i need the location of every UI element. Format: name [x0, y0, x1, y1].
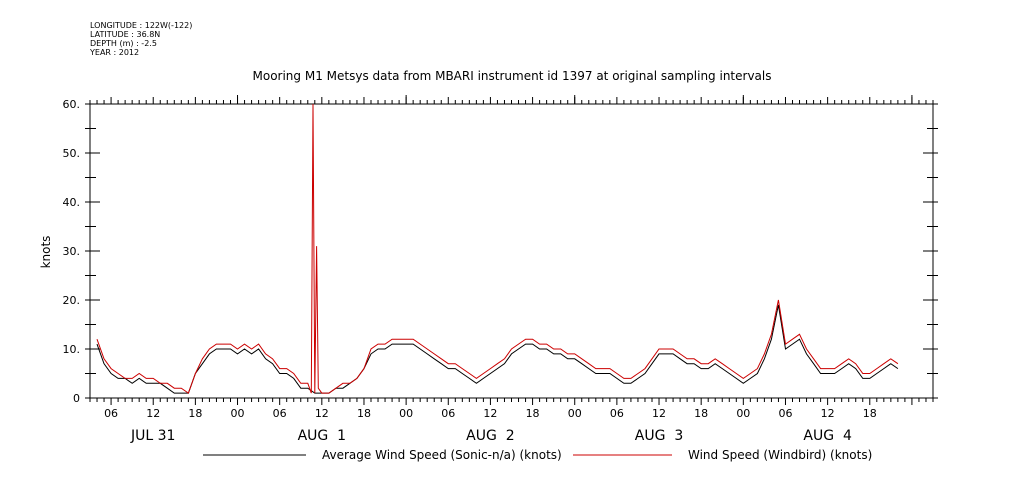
- x-hour-label: 00: [399, 407, 413, 420]
- y-tick-label: 40.: [63, 196, 81, 209]
- header-latitude: LATITUDE : 36.8N: [90, 30, 161, 39]
- legend-average-wind-speed-label: Average Wind Speed (Sonic-n/a) (knots): [322, 448, 562, 462]
- y-tick-label: 20.: [63, 294, 81, 307]
- x-day-label: JUL 31: [130, 428, 175, 444]
- x-hour-label: 00: [568, 407, 582, 420]
- x-hour-label: 18: [863, 407, 877, 420]
- x-day-label: AUG 4: [803, 428, 852, 444]
- series-line-windbird-wind-speed: [96, 103, 899, 394]
- x-hour-label: 00: [736, 407, 750, 420]
- x-day-label: AUG 2: [466, 428, 514, 444]
- chart-title: Mooring M1 Metsys data from MBARI instru…: [253, 69, 772, 83]
- x-hour-label: 06: [441, 407, 455, 420]
- x-hour-label: 06: [104, 407, 118, 420]
- y-tick-label: 10.: [63, 343, 81, 356]
- y-tick-label: 30.: [63, 245, 81, 258]
- x-hour-label: 06: [778, 407, 792, 420]
- header-depth: DEPTH (m) : -2.5: [90, 39, 157, 48]
- x-hour-label: 18: [526, 407, 540, 420]
- x-hour-label: 18: [188, 407, 202, 420]
- header-longitude: LONGITUDE : 122W(-122): [90, 21, 193, 30]
- x-hour-label: 12: [146, 407, 160, 420]
- x-hour-label: 12: [652, 407, 666, 420]
- y-tick-label: 50.: [63, 147, 81, 160]
- series-line-average-wind-speed: [96, 304, 899, 394]
- x-hour-label: 06: [610, 407, 624, 420]
- y-tick-label: 0: [73, 392, 80, 405]
- y-axis-label: knots: [39, 236, 53, 269]
- x-hour-label: 12: [315, 407, 329, 420]
- y-tick-label: 60.: [63, 98, 81, 111]
- x-day-label: AUG 1: [298, 428, 346, 444]
- x-hour-label: 06: [273, 407, 287, 420]
- x-hour-label: 12: [483, 407, 497, 420]
- x-hour-label: 12: [821, 407, 835, 420]
- legend-windbird-wind-speed-label: Wind Speed (Windbird) (knots): [688, 448, 872, 462]
- x-day-label: AUG 3: [635, 428, 683, 444]
- header-year: YEAR : 2012: [90, 48, 140, 57]
- x-hour-label: 18: [357, 407, 371, 420]
- x-hour-label: 00: [231, 407, 245, 420]
- x-hour-label: 18: [694, 407, 708, 420]
